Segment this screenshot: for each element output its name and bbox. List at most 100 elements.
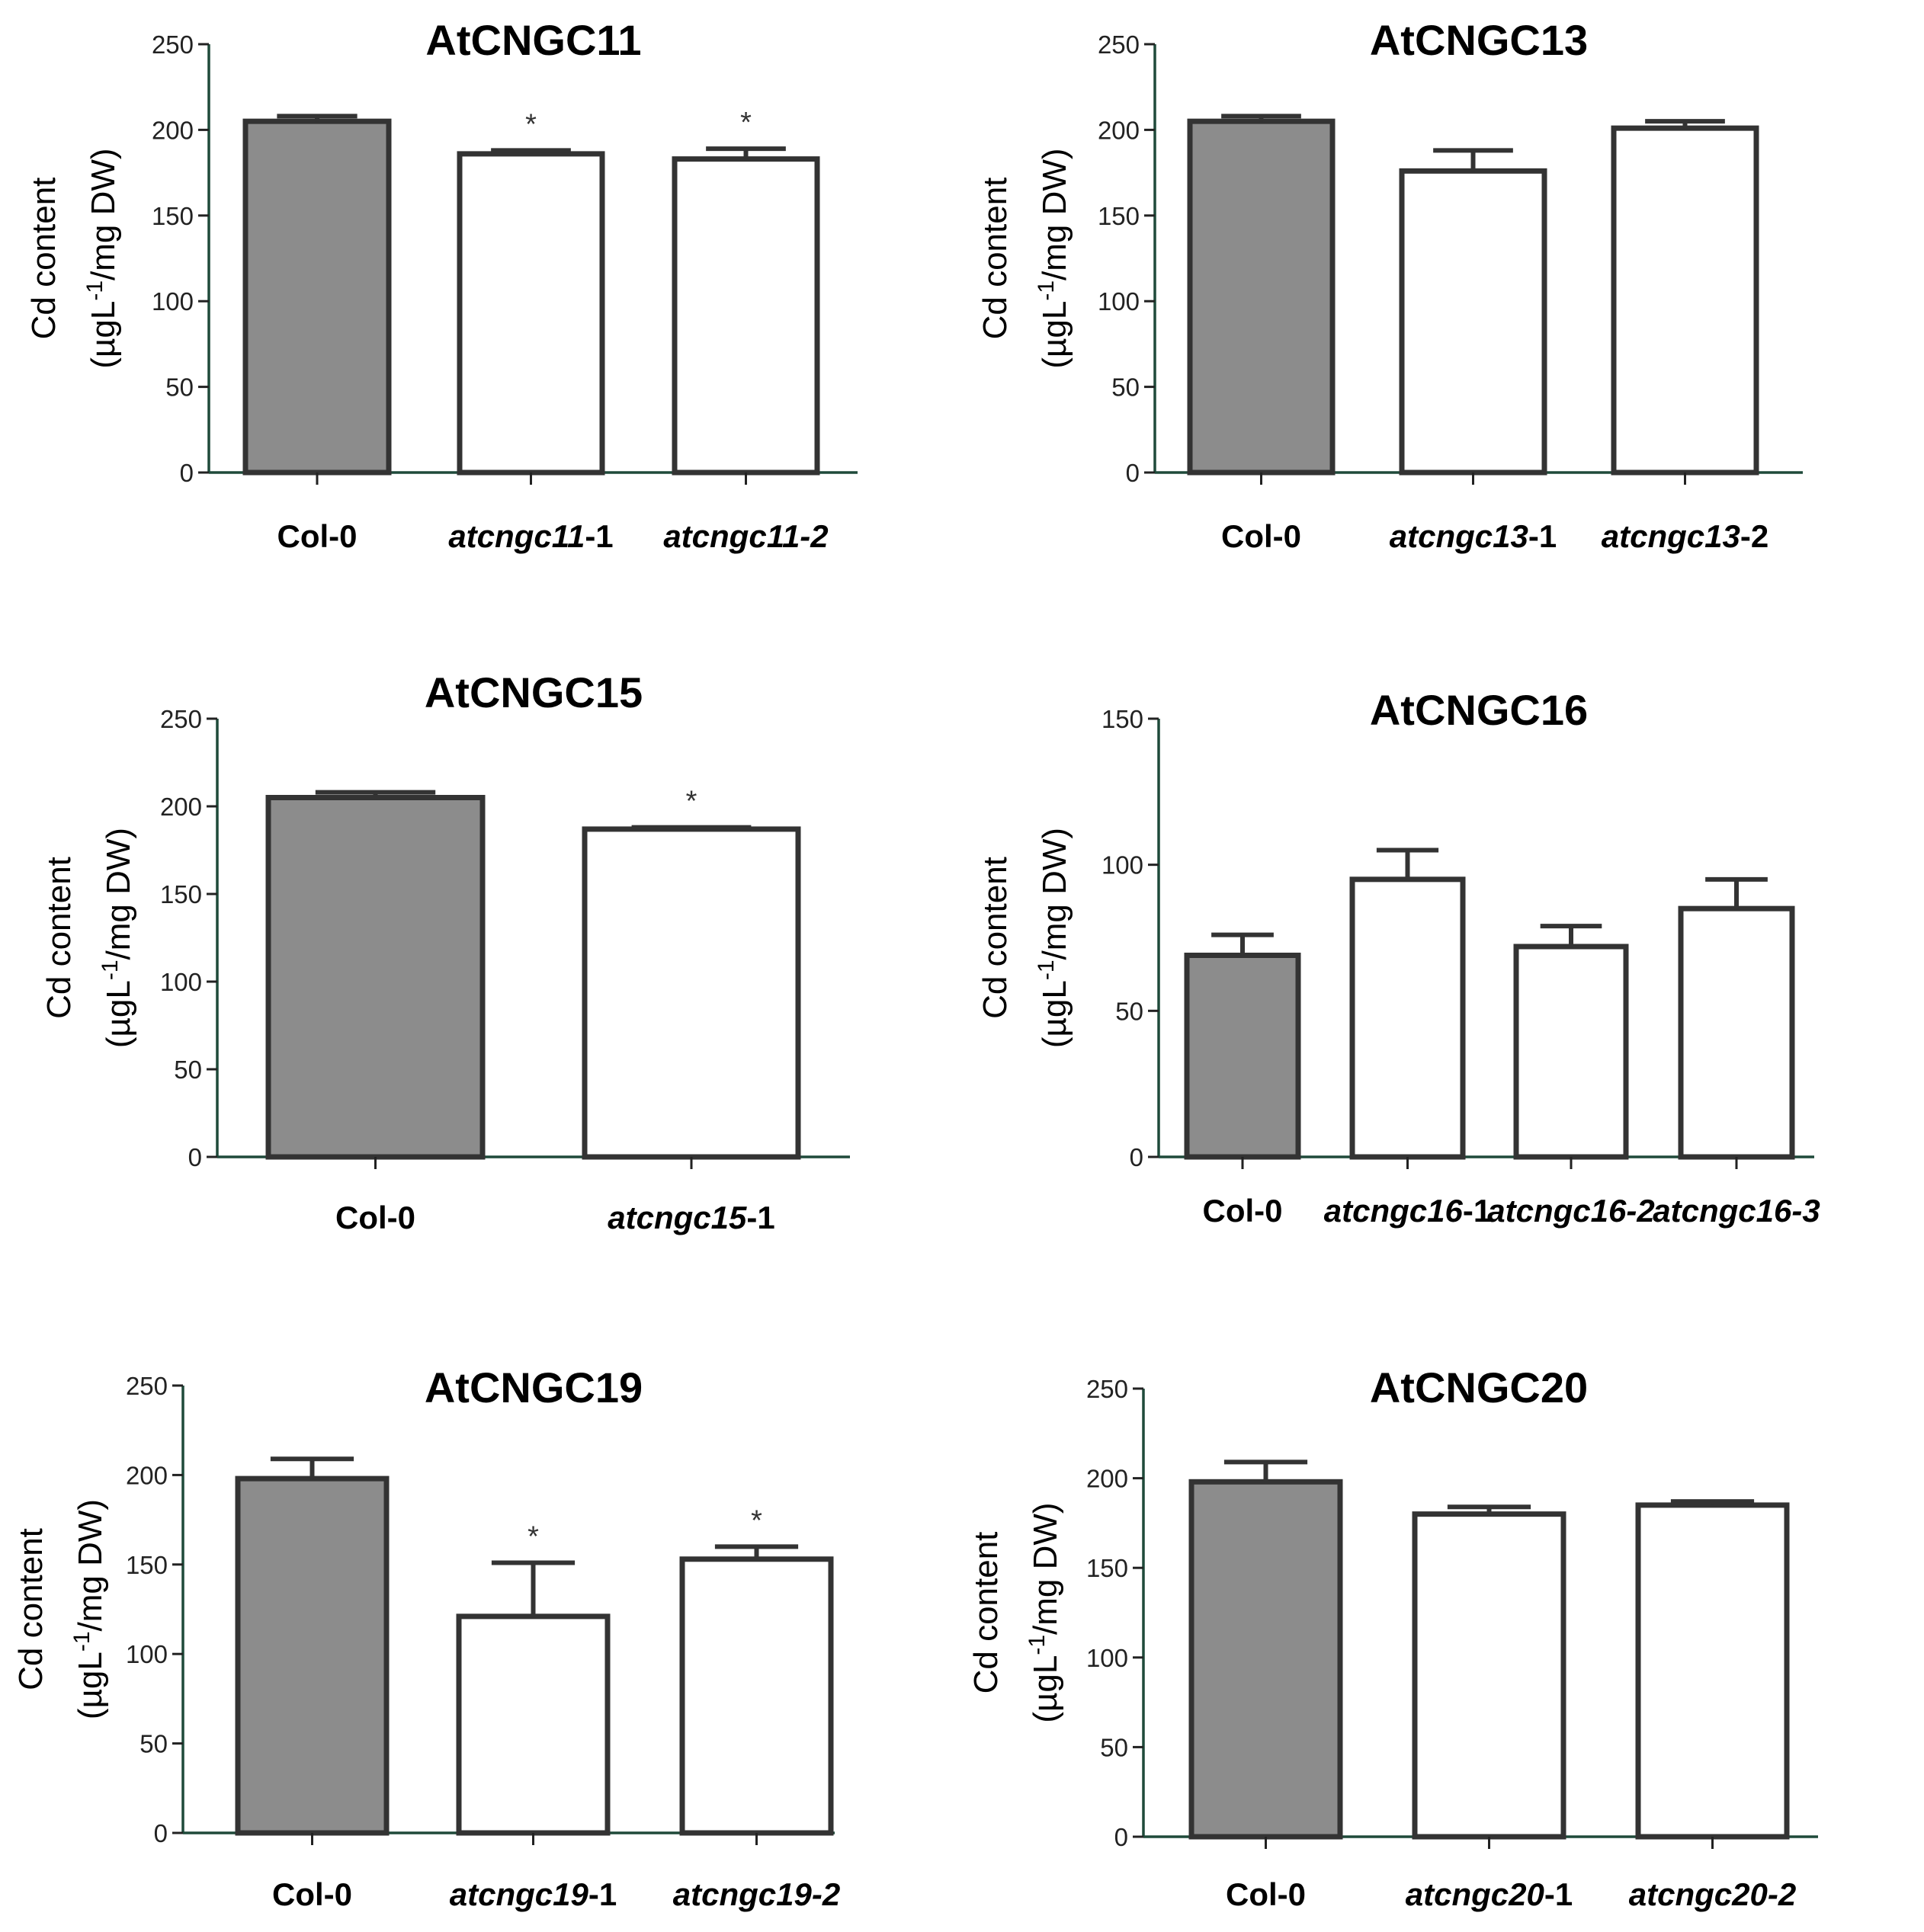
chart-title: AtCNGC20: [1370, 1363, 1588, 1411]
y-axis-unit-label: (µgL-1/mg DW): [69, 1499, 109, 1719]
y-tick-label: 50: [165, 373, 194, 402]
bar: [1399, 168, 1547, 476]
y-tick-label: 100: [1101, 851, 1143, 879]
y-tick-label: 0: [188, 1143, 202, 1171]
y-tick-label: 0: [1126, 459, 1140, 487]
y-tick-label: 200: [1086, 1465, 1128, 1493]
y-tick-label: 100: [1098, 287, 1140, 316]
chart-panel-1: AtCNGC13 0 50 100 150 200 250 Cd content (µgL-1/…: [976, 16, 1803, 554]
chart-title: AtCNGC16: [1370, 686, 1588, 734]
bar: [1678, 905, 1795, 1160]
chart-title: AtCNGC11: [425, 16, 641, 64]
bar: [1187, 118, 1336, 476]
y-tick-label: 250: [152, 30, 194, 59]
chart-title: AtCNGC13: [1370, 16, 1588, 64]
y-tick-label: 0: [180, 459, 194, 487]
bar: [457, 151, 605, 476]
chart-title: AtCNGC15: [425, 668, 643, 716]
x-tick-label: Col-0: [1221, 518, 1301, 554]
y-axis-unit-label: (µgL-1/mg DW): [1034, 148, 1073, 368]
y-tick-label: 250: [1086, 1375, 1128, 1403]
y-axis-unit-label: (µgL-1/mg DW): [1025, 1502, 1064, 1722]
bar: [1188, 1479, 1343, 1840]
bar: [242, 118, 392, 476]
x-tick-label: atcngc13-1: [1390, 518, 1557, 554]
x-tick-label: atcngc16-2: [1487, 1193, 1654, 1229]
y-tick-label: 200: [126, 1461, 168, 1489]
y-tick-label: 250: [1098, 30, 1140, 59]
bar: [1611, 125, 1759, 476]
chart-panel-4: AtCNGC19 0 50 100 150 200 250 Cd content (µgL-1/…: [12, 1363, 840, 1912]
y-tick-label: 50: [1111, 373, 1140, 402]
chart-panel-0: AtCNGC11 0 50 100 150 200 250 Cd content (µgL-1/…: [25, 16, 858, 554]
y-tick-label: 150: [1086, 1554, 1128, 1582]
bar: [1412, 1511, 1566, 1840]
y-tick-label: 150: [1098, 202, 1140, 230]
y-axis-label: Cd content: [967, 1532, 1005, 1694]
bar: [1349, 876, 1466, 1160]
y-tick-label: 250: [160, 705, 202, 733]
chart-panel-5: AtCNGC20 0 50 100 150 200 250 Cd content (µgL-1/…: [967, 1363, 1818, 1912]
significance-marker: *: [751, 1504, 762, 1536]
x-tick-label: atcngc20-2: [1629, 1876, 1796, 1912]
chart-title: AtCNGC19: [425, 1363, 643, 1411]
x-tick-label: atcngc15-1: [608, 1200, 774, 1235]
x-tick-label: atcngc19-1: [450, 1876, 617, 1912]
y-tick-label: 0: [154, 1819, 168, 1847]
bar: [672, 156, 820, 476]
y-tick-label: 250: [126, 1372, 168, 1400]
x-tick-label: atcngc19-2: [673, 1876, 840, 1912]
y-tick-label: 50: [139, 1730, 168, 1758]
y-tick-label: 150: [126, 1551, 168, 1579]
bar: [679, 1556, 834, 1836]
significance-marker: *: [740, 107, 752, 139]
chart-panel-3: AtCNGC16 0 50 100 150 Cd content (µgL-1/mg DW)…: [976, 686, 1820, 1229]
x-tick-label: Col-0: [277, 518, 358, 554]
x-tick-label: Col-0: [1226, 1876, 1306, 1912]
x-tick-label: atcngc16-3: [1653, 1193, 1820, 1229]
y-tick-label: 100: [152, 287, 194, 316]
x-tick-label: atcngc20-1: [1406, 1876, 1573, 1912]
bar: [1635, 1502, 1790, 1840]
x-tick-label: atcngc11-2: [663, 518, 828, 554]
bar: [456, 1613, 611, 1836]
y-tick-label: 150: [1101, 705, 1143, 733]
x-tick-label: atcngc11-1: [448, 518, 613, 554]
x-tick-label: Col-0: [272, 1876, 352, 1912]
y-tick-label: 150: [160, 880, 202, 908]
significance-marker: *: [686, 786, 697, 818]
y-axis-label: Cd content: [40, 857, 78, 1019]
y-axis-unit-label: (µgL-1/mg DW): [82, 148, 122, 368]
bar: [235, 1475, 390, 1836]
y-axis-label: Cd content: [976, 857, 1014, 1019]
y-tick-label: 200: [1098, 116, 1140, 144]
y-axis-label: Cd content: [976, 178, 1014, 340]
chart-panel-2: AtCNGC15 0 50 100 150 200 250 Cd content (µgL-1/…: [40, 668, 850, 1235]
y-axis-label: Cd content: [12, 1528, 50, 1690]
bar: [265, 795, 486, 1160]
bar: [1184, 953, 1301, 1160]
y-axis-unit-label: (µgL-1/mg DW): [1034, 828, 1073, 1048]
x-tick-label: atcngc16-1: [1324, 1193, 1491, 1229]
y-tick-label: 100: [126, 1640, 168, 1668]
y-tick-label: 200: [152, 116, 194, 144]
x-tick-label: Col-0: [1203, 1193, 1283, 1229]
bar: [582, 826, 801, 1160]
y-tick-label: 100: [1086, 1644, 1128, 1672]
y-axis-unit-label: (µgL-1/mg DW): [98, 828, 137, 1048]
y-tick-label: 50: [1115, 997, 1143, 1025]
y-tick-label: 0: [1130, 1143, 1143, 1171]
y-tick-label: 100: [160, 968, 202, 996]
y-tick-label: 0: [1114, 1823, 1128, 1851]
y-tick-label: 150: [152, 202, 194, 230]
y-axis-label: Cd content: [25, 178, 63, 340]
y-tick-label: 200: [160, 793, 202, 821]
bar: [1513, 944, 1629, 1160]
y-tick-label: 50: [174, 1056, 202, 1084]
x-tick-label: Col-0: [335, 1200, 415, 1235]
significance-marker: *: [525, 108, 537, 140]
x-tick-label: atcngc13-2: [1602, 518, 1768, 554]
significance-marker: *: [527, 1520, 539, 1552]
y-tick-label: 50: [1100, 1733, 1128, 1761]
